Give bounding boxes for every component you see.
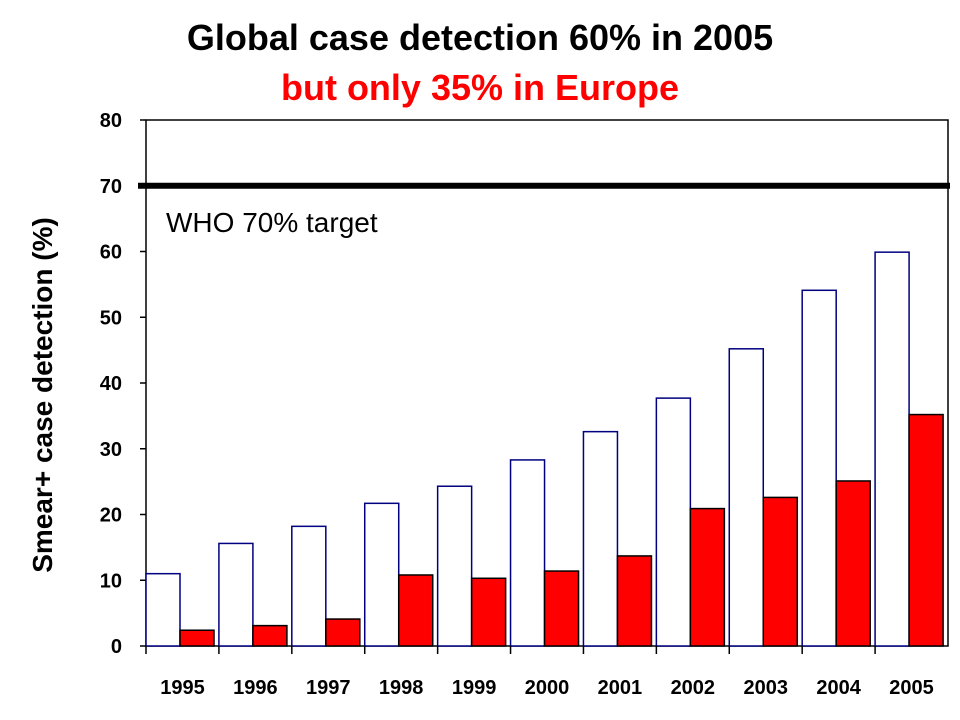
bar-europe: [252, 624, 288, 647]
x-tick-label: 1996: [233, 677, 278, 699]
bar-global: [145, 572, 181, 647]
bar-europe: [325, 618, 361, 647]
bar-europe: [762, 496, 799, 647]
y-tick-label: 20: [100, 505, 122, 527]
x-tick-label: 2002: [671, 677, 716, 699]
x-tick-label: 1995: [160, 677, 205, 699]
bar-global: [436, 485, 473, 647]
y-tick-label: 80: [100, 110, 122, 132]
bar-global: [728, 348, 765, 647]
bar-europe: [470, 577, 507, 647]
y-tick-label: 50: [100, 307, 122, 329]
bar-global: [655, 397, 692, 647]
bar-europe: [543, 570, 580, 647]
bar-europe: [616, 555, 653, 647]
x-tick-label: 2003: [743, 677, 788, 699]
y-tick-label: 70: [100, 176, 122, 198]
x-tick-label: 2004: [816, 677, 861, 699]
y-tick-label: 30: [100, 439, 122, 461]
chart-title: Global case detection 60% in 2005: [186, 17, 774, 58]
x-tick-label: 1998: [379, 677, 424, 699]
bar-global: [363, 502, 400, 647]
bar-europe: [835, 480, 871, 647]
bar-global: [509, 459, 546, 647]
x-tick-label: 2005: [889, 677, 934, 699]
bar-europe: [397, 574, 434, 647]
x-tick-label: 2000: [525, 677, 570, 699]
y-tick-label: 0: [111, 636, 122, 658]
chart-subtitle: but only 35% in Europe: [280, 67, 680, 108]
bar-europe: [179, 629, 215, 647]
x-tick-label: 1999: [452, 677, 497, 699]
x-tick-label: 2001: [598, 677, 643, 699]
bar-global: [874, 251, 910, 647]
bar-global: [582, 430, 619, 647]
bar-global: [801, 289, 837, 647]
bar-global: [218, 542, 254, 647]
target-label: WHO 70% target: [166, 207, 378, 238]
x-tick-label: 1997: [306, 677, 351, 699]
y-axis-label: Smear+ case detection (%): [27, 217, 58, 573]
y-tick-label: 10: [100, 570, 122, 592]
bar-europe: [689, 507, 726, 647]
bar-global: [291, 525, 327, 647]
y-tick-label: 40: [100, 373, 122, 395]
y-tick-label: 60: [100, 242, 122, 264]
bar-europe: [908, 413, 944, 647]
